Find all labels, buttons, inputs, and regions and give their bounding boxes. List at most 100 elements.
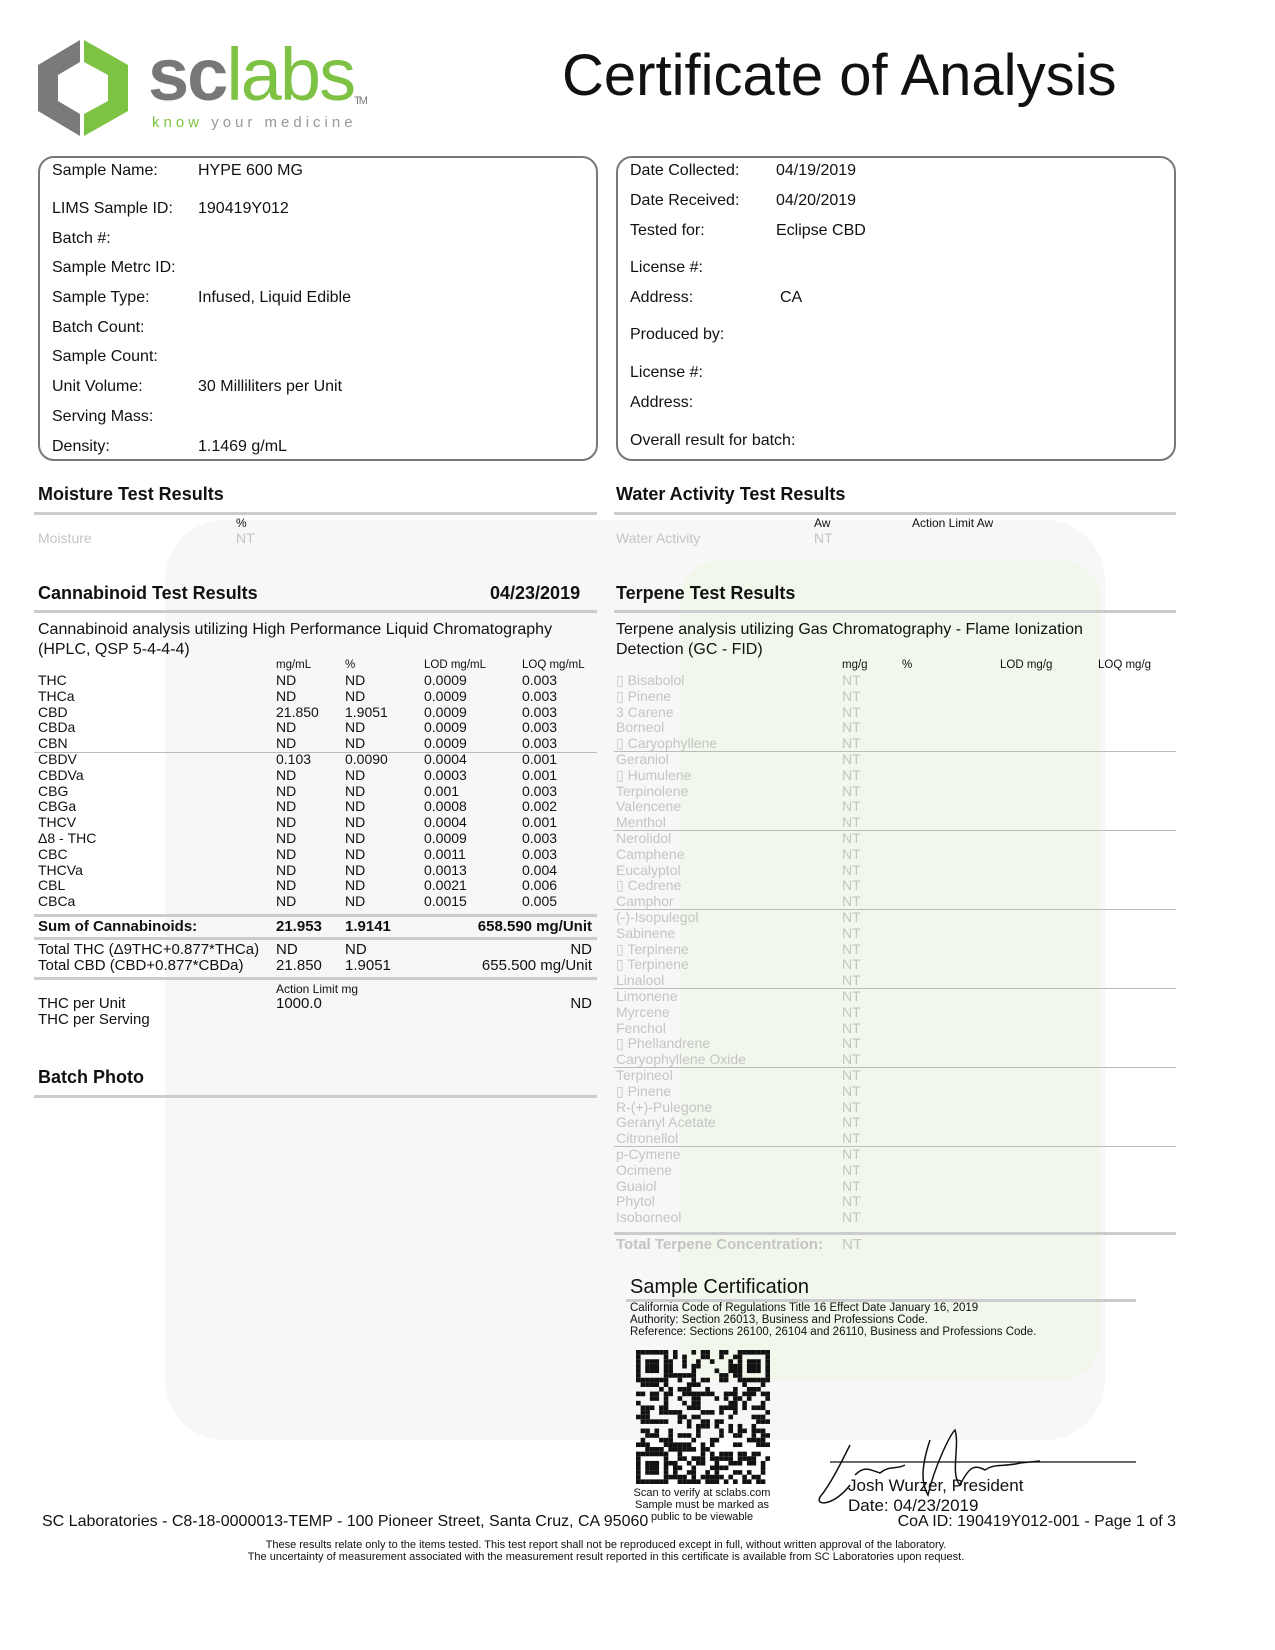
terpene-value: NT xyxy=(842,751,861,767)
terpene-value: NT xyxy=(842,1035,861,1052)
terpene-name: ▯ Pinene xyxy=(616,1082,672,1099)
terpene-name: Fenchol xyxy=(616,1019,666,1036)
terpene-value: NT xyxy=(842,972,861,989)
cannabinoid-value: 0.003 xyxy=(522,672,558,688)
terpene-value: NT xyxy=(842,893,861,910)
terpene-name: Eucalyptol xyxy=(616,861,681,878)
thc-per-serving-label: THC per Serving xyxy=(38,1011,150,1028)
info-value: 04/20/2019 xyxy=(776,192,857,209)
qr-caption: Sample must be marked as xyxy=(635,1499,769,1511)
cannabinoid-value: ND xyxy=(276,798,297,815)
info-label: Density: xyxy=(52,438,110,455)
cannabinoid-name: CBDV xyxy=(38,751,77,767)
cert-line: California Code of Regulations Title 16 … xyxy=(630,1302,979,1314)
cannabinoid-name: CBCa xyxy=(38,893,76,910)
cannabinoid-value: ND xyxy=(276,877,297,894)
cannabinoid-value: ND xyxy=(345,672,366,688)
sclabs-logo: sclabsTM know your medicine xyxy=(36,33,396,138)
terpene-value: NT xyxy=(842,940,861,957)
cannabinoid-value: ND xyxy=(276,893,297,910)
sum-unit: 658.590 mg/Unit xyxy=(477,918,592,935)
signature xyxy=(818,1428,1136,1504)
cannabinoid-value: ND xyxy=(345,830,366,846)
terpene-name: Geranyl Acetate xyxy=(616,1114,716,1131)
terpene-value: NT xyxy=(842,1003,861,1020)
watermark-leaf xyxy=(680,560,1100,1380)
cannabinoid-value: 0.003 xyxy=(522,830,558,846)
cannabinoid-value: 0.003 xyxy=(522,703,558,720)
terpene-value: NT xyxy=(842,1114,861,1131)
cannabinoid-name: THCV xyxy=(38,814,77,831)
total-thc-unit: ND xyxy=(570,941,592,958)
cannabinoid-value: 0.0004 xyxy=(424,814,467,831)
footer-address: SC Laboratories - C8-18-0000013-TEMP - 1… xyxy=(42,1513,649,1530)
cert-line: Reference: Sections 26100, 26104 and 261… xyxy=(630,1326,1037,1338)
total-thc-pct: ND xyxy=(345,941,367,958)
cannabinoid-value: 0.001 xyxy=(522,751,558,767)
column-header: mg/g xyxy=(842,659,868,671)
cannabinoid-value: ND xyxy=(345,798,366,815)
cannabinoid-value: ND xyxy=(276,672,297,688)
qr-caption: public to be viewable xyxy=(650,1511,754,1523)
cannabinoid-value: ND xyxy=(276,687,297,704)
terpene-value: NT xyxy=(842,909,861,925)
sum-label: Sum of Cannabinoids: xyxy=(38,918,198,935)
column-header: % xyxy=(902,659,913,671)
info-label: License #: xyxy=(630,364,703,381)
cannabinoid-value: 0.003 xyxy=(522,735,558,752)
info-label: Overall result for batch: xyxy=(630,432,796,449)
disclaimer: These results relate only to the items t… xyxy=(265,1539,947,1551)
terpene-value: NT xyxy=(842,1209,861,1226)
cannabinoid-name: CBN xyxy=(38,735,68,752)
terpene-name: 3 Carene xyxy=(616,703,674,720)
qr-code[interactable] xyxy=(636,1350,770,1484)
water-limit-header: Action Limit Aw xyxy=(912,516,994,530)
cannabinoid-value: ND xyxy=(276,845,297,862)
cannabinoid-value: 0.0013 xyxy=(424,861,467,878)
terpene-name: R-(+)-Pulegone xyxy=(616,1098,713,1115)
terpene-value: NT xyxy=(842,766,861,783)
cannabinoid-title: Cannabinoid Test Results xyxy=(38,583,258,603)
divider xyxy=(614,751,1176,753)
info-label: Address: xyxy=(630,289,694,306)
divider xyxy=(614,988,1176,990)
terpene-value: NT xyxy=(842,1098,861,1115)
info-value: 04/19/2019 xyxy=(776,162,857,179)
terpene-name: ▯ Cedrene xyxy=(616,877,682,894)
total-cbd-pct: 1.9051 xyxy=(345,957,391,974)
terpene-name: Citronellol xyxy=(616,1130,679,1147)
terpene-name: (-)-Isopulegol xyxy=(616,909,699,925)
terpene-name: Isoborneol xyxy=(616,1209,682,1226)
terpene-name: ▯ Terpinene xyxy=(616,956,689,973)
cannabinoid-value: 0.001 xyxy=(424,782,460,799)
page-title: Certificate of Analysis xyxy=(562,43,1117,108)
info-label: Produced by: xyxy=(630,326,725,343)
terpene-value: NT xyxy=(842,956,861,973)
coa-id: CoA ID: 190419Y012-001 - Page 1 of 3 xyxy=(897,1513,1176,1530)
terpene-value: NT xyxy=(842,988,861,1004)
certification-title: Sample Certification xyxy=(630,1276,809,1298)
terpene-value: NT xyxy=(842,1177,861,1194)
cannabinoid-name: CBDa xyxy=(38,719,76,736)
moisture-label: Moisture xyxy=(38,530,92,546)
cannabinoid-name: CBD xyxy=(38,703,68,720)
info-label: Serving Mass: xyxy=(52,408,154,425)
info-label: Date Received: xyxy=(630,192,740,209)
cannabinoid-value: 0.0090 xyxy=(345,751,388,767)
info-value: Infused, Liquid Edible xyxy=(198,289,351,306)
cannabinoid-method: Cannabinoid analysis utilizing High Perf… xyxy=(38,621,553,658)
total-terpene-label: Total Terpene Concentration: xyxy=(616,1236,823,1253)
info-label: Sample Metrc ID: xyxy=(52,259,176,276)
action-limit-header: Action Limit mg xyxy=(276,982,359,996)
terpene-name: Menthol xyxy=(616,814,666,831)
cannabinoid-value: 0.0009 xyxy=(424,719,467,736)
cannabinoid-value: 0.0009 xyxy=(424,687,467,704)
terpene-name: ▯ Terpinene xyxy=(616,940,689,957)
cannabinoid-value: 0.006 xyxy=(522,877,558,894)
terpene-name: Borneol xyxy=(616,719,665,736)
column-header: LOQ mg/mL xyxy=(522,659,585,671)
terpene-name: Nerolidol xyxy=(616,830,672,846)
total-thc-label: Total THC (Δ9THC+0.877*THCa) xyxy=(38,941,260,958)
info-value: 190419Y012 xyxy=(198,200,289,217)
total-terpene-value: NT xyxy=(842,1236,862,1253)
